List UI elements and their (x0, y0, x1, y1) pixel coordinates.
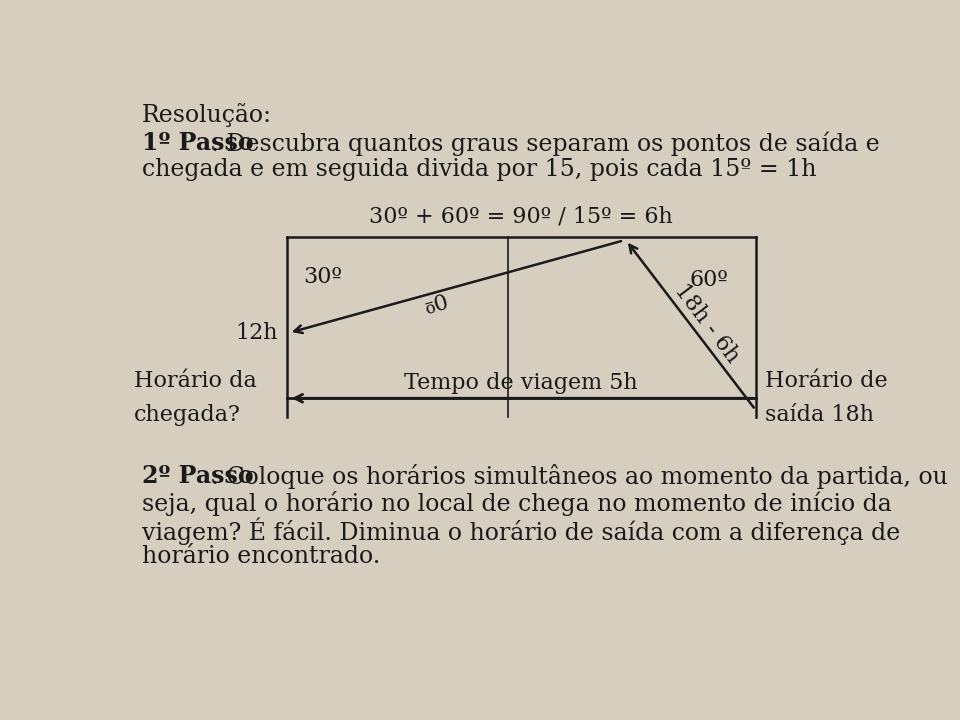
Text: saída 18h: saída 18h (765, 405, 874, 426)
Text: horário encontrado.: horário encontrado. (142, 544, 380, 567)
Text: Horário de: Horário de (765, 370, 887, 392)
Text: 2º Passo: 2º Passo (142, 464, 253, 487)
Text: 18h - 6h: 18h - 6h (670, 279, 743, 367)
Text: chegada?: chegada? (134, 405, 241, 426)
Text: Tempo de viagem 5h: Tempo de viagem 5h (404, 372, 637, 395)
Text: 0º: 0º (417, 286, 446, 314)
Text: 12h: 12h (235, 322, 277, 343)
Text: chegada e em seguida divida por 15, pois cada 15º = 1h: chegada e em seguida divida por 15, pois… (142, 158, 816, 181)
Text: 30º: 30º (303, 266, 343, 288)
Text: 30º + 60º = 90º / 15º = 6h: 30º + 60º = 90º / 15º = 6h (370, 205, 673, 228)
Text: Resolução:: Resolução: (142, 104, 272, 127)
Text: 1º Passo: 1º Passo (142, 131, 253, 155)
Text: : Coloque os horários simultâneos ao momento da partida, ou: : Coloque os horários simultâneos ao mom… (211, 464, 948, 489)
Text: Horário da: Horário da (134, 370, 256, 392)
Text: 60º: 60º (689, 269, 729, 291)
Text: : Descubra quantos graus separam os pontos de saída e: : Descubra quantos graus separam os pont… (211, 131, 880, 156)
Text: viagem? É fácil. Diminua o horário de saída com a diferença de: viagem? É fácil. Diminua o horário de sa… (142, 518, 900, 545)
Text: seja, qual o horário no local de chega no momento de início da: seja, qual o horário no local de chega n… (142, 490, 892, 516)
